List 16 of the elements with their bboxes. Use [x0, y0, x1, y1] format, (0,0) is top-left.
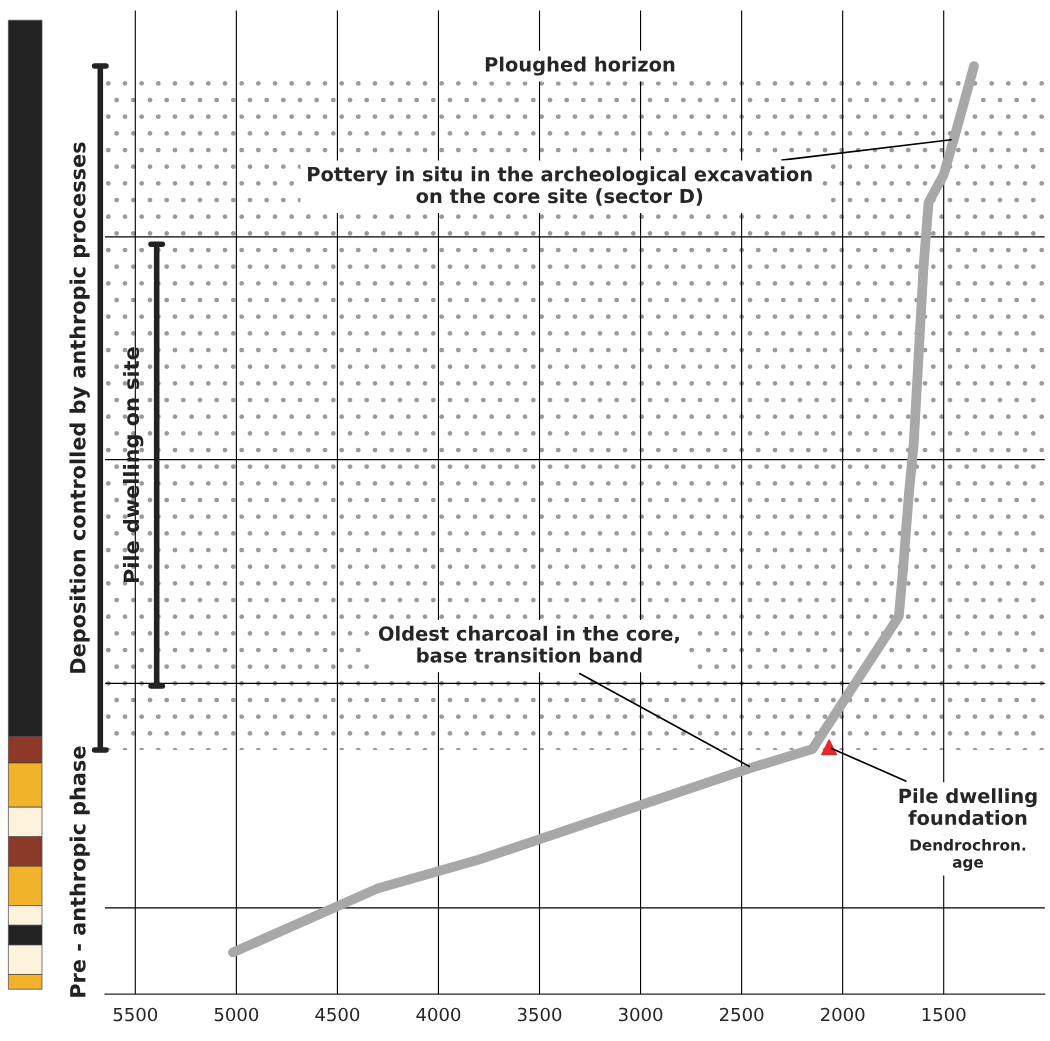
x-tick-label: 5000 [214, 1007, 259, 1022]
x-tick-label: 2500 [719, 1007, 764, 1022]
annotation: Dendrochron. age [910, 838, 1026, 871]
x-tick-label: 3500 [517, 1007, 562, 1022]
x-tick-label: 2000 [821, 1007, 865, 1022]
annotation: Pottery in situ in the archeological excavation on the core site (sector D) [308, 166, 812, 206]
x-tick-label: 5500 [113, 1007, 158, 1022]
x-tick-label: 1500 [922, 1007, 966, 1022]
annotation: Ploughed horizon [485, 56, 675, 76]
text: Pre - anthropic phase [69, 746, 90, 997]
x-tick-label: 4500 [315, 1007, 360, 1022]
annotation: Pile dwelling foundation [899, 788, 1037, 826]
x-tick-label: 4000 [416, 1007, 461, 1022]
text: Deposition controlled by anthropic processes [69, 142, 90, 673]
x-tick-label: 3000 [618, 1007, 663, 1022]
annotation: Oldest charcoal in the core, base transition band [378, 625, 679, 663]
